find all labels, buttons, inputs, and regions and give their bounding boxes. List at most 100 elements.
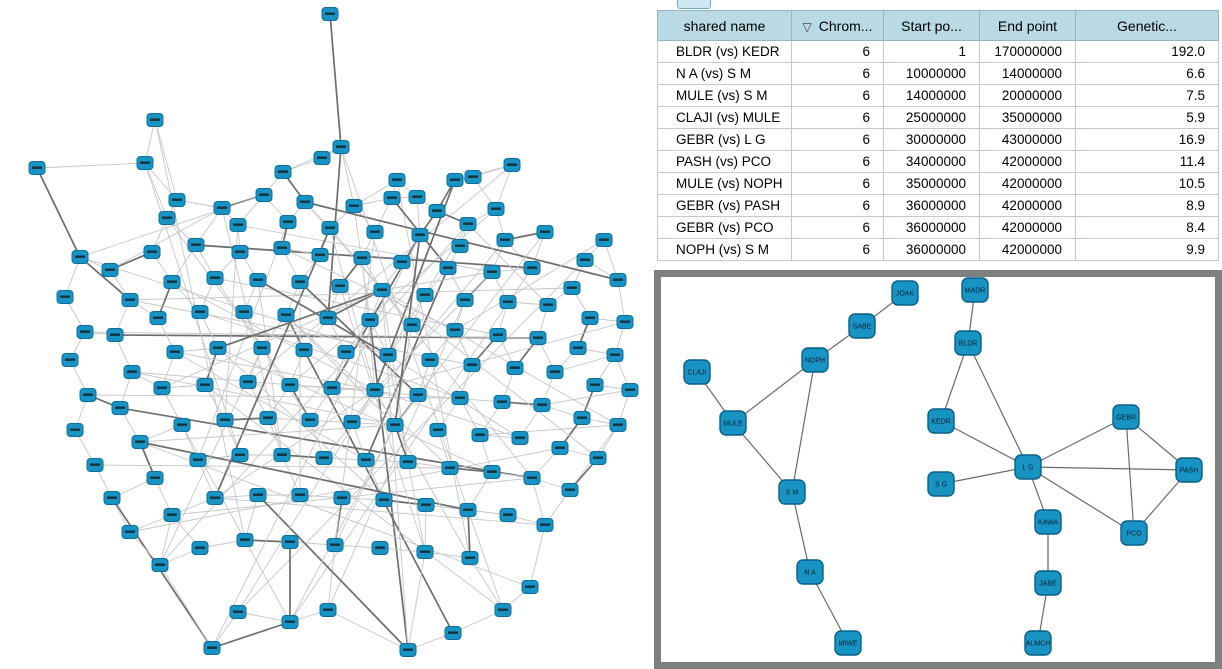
network-node[interactable]: [229, 218, 247, 232]
network-node[interactable]: [191, 541, 209, 555]
network-node[interactable]: [291, 488, 309, 502]
network-node[interactable]: [131, 435, 149, 449]
network-node[interactable]: [163, 508, 181, 522]
cell-shared-name[interactable]: PASH (vs) PCO: [657, 150, 792, 173]
network-node[interactable]: [521, 580, 539, 594]
network-node[interactable]: [411, 228, 429, 242]
cell-value[interactable]: 8.9: [1075, 194, 1219, 217]
network-node[interactable]: [321, 7, 339, 21]
network-node[interactable]: [487, 202, 505, 216]
network-node[interactable]: [444, 626, 462, 640]
cell-shared-name[interactable]: GEBR (vs) PCO: [657, 216, 792, 239]
network-node[interactable]: [281, 378, 299, 392]
cell-shared-name[interactable]: GEBR (vs) PASH: [657, 194, 792, 217]
network-edge[interactable]: [940, 420, 1029, 468]
network-node[interactable]: [196, 378, 214, 392]
cell-value[interactable]: 11.4: [1075, 150, 1219, 173]
network-node[interactable]: [239, 375, 257, 389]
network-node[interactable]: [499, 295, 517, 309]
network-node[interactable]: [136, 156, 154, 170]
network-node[interactable]: [71, 250, 89, 264]
network-node[interactable]: [326, 538, 344, 552]
cell-value[interactable]: 1: [883, 40, 980, 63]
network-node[interactable]: [373, 283, 391, 297]
column-header-chromosome[interactable]: ▽ Chrom...: [791, 10, 884, 41]
network-node-pco[interactable]: PCO: [1120, 520, 1148, 546]
network-node[interactable]: [123, 365, 141, 379]
network-node[interactable]: [149, 311, 167, 325]
network-node[interactable]: [561, 483, 579, 497]
cell-value[interactable]: 42000000: [979, 150, 1076, 173]
network-node[interactable]: [563, 281, 581, 295]
network-node[interactable]: [121, 293, 139, 307]
network-node[interactable]: [379, 348, 397, 362]
network-node[interactable]: [441, 461, 459, 475]
network-node[interactable]: [523, 261, 541, 275]
network-node[interactable]: [416, 288, 434, 302]
network-node[interactable]: [371, 541, 389, 555]
network-node[interactable]: [143, 245, 161, 259]
network-node[interactable]: [375, 493, 393, 507]
network-node[interactable]: [506, 361, 524, 375]
network-node[interactable]: [399, 455, 417, 469]
network-node[interactable]: [273, 241, 291, 255]
network-edge[interactable]: [1027, 466, 1135, 534]
network-node[interactable]: [569, 341, 587, 355]
network-node-n-a[interactable]: N A: [796, 559, 824, 585]
network-node[interactable]: [393, 255, 411, 269]
cell-value[interactable]: 6: [791, 172, 884, 195]
network-node[interactable]: [121, 525, 139, 539]
cell-value[interactable]: 42000000: [979, 172, 1076, 195]
cell-value[interactable]: 6.6: [1075, 62, 1219, 85]
network-node[interactable]: [319, 603, 337, 617]
cell-value[interactable]: 5.9: [1075, 106, 1219, 129]
cell-shared-name[interactable]: NOPH (vs) S M: [657, 238, 792, 261]
network-edge[interactable]: [967, 342, 1029, 468]
network-node[interactable]: [319, 311, 337, 325]
network-node[interactable]: [103, 491, 121, 505]
cell-value[interactable]: 25000000: [883, 106, 980, 129]
network-node[interactable]: [277, 308, 295, 322]
network-node[interactable]: [213, 201, 231, 215]
network-node[interactable]: [291, 275, 309, 289]
network-node[interactable]: [621, 383, 639, 397]
cell-value[interactable]: 14000000: [883, 84, 980, 107]
network-node[interactable]: [408, 190, 426, 204]
network-node[interactable]: [313, 151, 331, 165]
cell-value[interactable]: 14000000: [979, 62, 1076, 85]
main-network-canvas[interactable]: [0, 0, 652, 669]
network-node[interactable]: [463, 358, 481, 372]
network-node[interactable]: [429, 423, 447, 437]
network-node[interactable]: [446, 173, 464, 187]
network-node[interactable]: [101, 263, 119, 277]
network-node[interactable]: [337, 345, 355, 359]
network-node[interactable]: [203, 641, 221, 655]
network-node[interactable]: [236, 533, 254, 547]
network-node[interactable]: [106, 328, 124, 342]
network-node[interactable]: [539, 298, 557, 312]
network-node[interactable]: [511, 431, 529, 445]
network-node[interactable]: [366, 225, 384, 239]
cell-value[interactable]: 35000000: [883, 172, 980, 195]
network-node[interactable]: [166, 345, 184, 359]
cell-value[interactable]: 34000000: [883, 150, 980, 173]
network-node[interactable]: [187, 238, 205, 252]
network-node[interactable]: [56, 290, 74, 304]
network-node[interactable]: [343, 415, 361, 429]
cell-shared-name[interactable]: N A (vs) S M: [657, 62, 792, 85]
network-node-miwe[interactable]: MIWE: [834, 630, 862, 656]
network-node[interactable]: [281, 535, 299, 549]
table-tab[interactable]: [677, 0, 711, 9]
cell-value[interactable]: 6: [791, 62, 884, 85]
network-node[interactable]: [345, 199, 363, 213]
network-edge[interactable]: [791, 359, 816, 493]
network-node[interactable]: [399, 643, 417, 657]
network-node[interactable]: [461, 551, 479, 565]
network-node-l-g[interactable]: L G: [1014, 454, 1042, 480]
cell-value[interactable]: 8.4: [1075, 216, 1219, 239]
network-node-claji[interactable]: CLAJI: [683, 359, 711, 385]
network-node[interactable]: [361, 313, 379, 327]
network-node[interactable]: [428, 204, 446, 218]
network-node-jabe[interactable]: JABE: [1034, 570, 1062, 596]
cell-value[interactable]: 170000000: [979, 40, 1076, 63]
